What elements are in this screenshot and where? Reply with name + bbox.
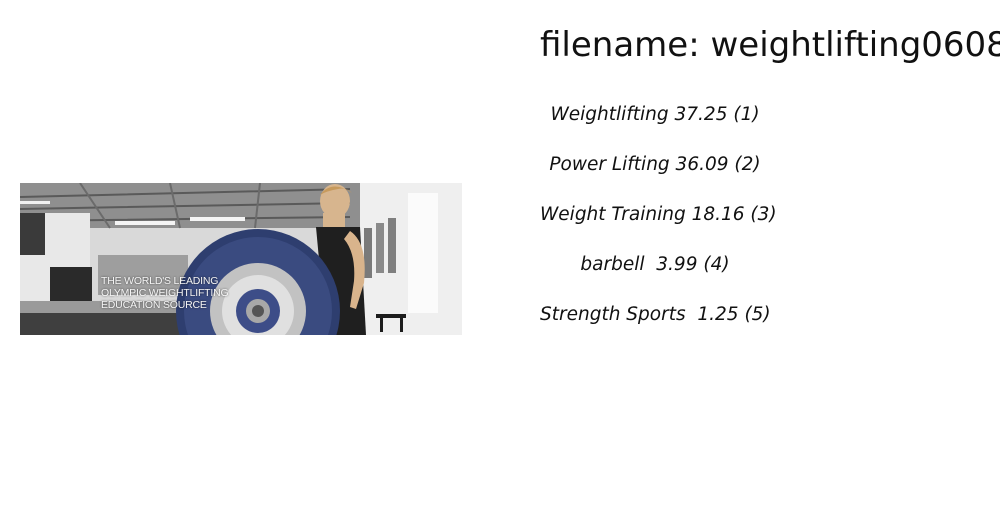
prediction-item: Power Lifting 36.09 (2) xyxy=(549,154,761,175)
photo-illustration xyxy=(20,183,500,335)
prediction-item: Weightlifting 37.25 (1) xyxy=(550,104,760,125)
filename-heading: filename: weightlifting0608.jpg xyxy=(540,25,1000,65)
prediction-item: Weight Training 18.16 (3) xyxy=(540,204,777,225)
photo-caption-line: THE WORLD'S LEADING xyxy=(101,275,219,287)
weightlifting-photo: THE WORLD'S LEADING OLYMPIC WEIGHTLIFTIN… xyxy=(20,183,500,335)
prediction-item: barbell 3.99 (4) xyxy=(580,254,730,275)
photo-caption-line: OLYMPIC WEIGHTLIFTING xyxy=(101,287,229,299)
photo-caption: THE WORLD'S LEADING OLYMPIC WEIGHTLIFTIN… xyxy=(101,275,229,311)
prediction-list: Weightlifting 37.25 (1) Power Lifting 36… xyxy=(540,100,777,350)
photo-caption-line: EDUCATION SOURCE xyxy=(101,299,207,311)
prediction-item: Strength Sports 1.25 (5) xyxy=(540,304,771,325)
